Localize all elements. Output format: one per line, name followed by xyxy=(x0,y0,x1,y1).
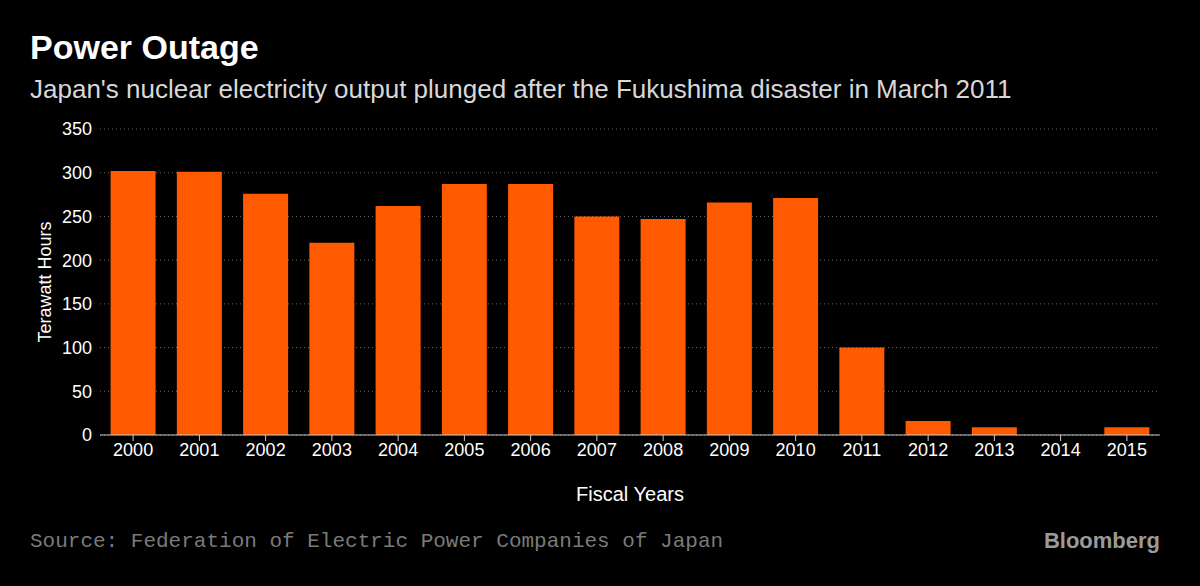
svg-text:2007: 2007 xyxy=(577,440,617,460)
svg-text:350: 350 xyxy=(62,119,92,139)
html-text:Japan's nuclear electricity ou: Japan's nuclear electricity output plung… xyxy=(30,74,1012,104)
svg-text:250: 250 xyxy=(62,207,92,227)
svg-text:0: 0 xyxy=(82,425,92,445)
svg-text:2000: 2000 xyxy=(113,440,153,460)
svg-text:2002: 2002 xyxy=(246,440,286,460)
svg-text:2012: 2012 xyxy=(908,440,948,460)
svg-text:2008: 2008 xyxy=(643,440,683,460)
svg-text:2006: 2006 xyxy=(511,440,551,460)
svg-text:2004: 2004 xyxy=(378,440,418,460)
svg-text:2010: 2010 xyxy=(776,440,816,460)
svg-text:2011: 2011 xyxy=(843,440,882,460)
html-text:Source: Federation of Electric: Source: Federation of Electric Power Com… xyxy=(30,530,724,553)
svg-text:2003: 2003 xyxy=(312,440,352,460)
html-text:Power Outage: Power Outage xyxy=(30,28,259,66)
svg-text:300: 300 xyxy=(62,163,92,183)
svg-text:2009: 2009 xyxy=(709,440,749,460)
html-text:Fiscal Years: Fiscal Years xyxy=(576,483,684,505)
svg-text:2001: 2001 xyxy=(179,440,219,460)
svg-text:2015: 2015 xyxy=(1107,440,1147,460)
html-text:Terawatt Hours: Terawatt Hours xyxy=(34,221,55,343)
svg-text:2014: 2014 xyxy=(1041,440,1081,460)
html-text:Bloomberg: Bloomberg xyxy=(1043,528,1160,553)
svg-text:50: 50 xyxy=(72,382,92,402)
svg-text:150: 150 xyxy=(62,294,92,314)
svg-text:200: 200 xyxy=(62,251,92,271)
svg-text:2013: 2013 xyxy=(974,440,1014,460)
svg-text:100: 100 xyxy=(62,338,92,358)
svg-text:2005: 2005 xyxy=(444,440,484,460)
